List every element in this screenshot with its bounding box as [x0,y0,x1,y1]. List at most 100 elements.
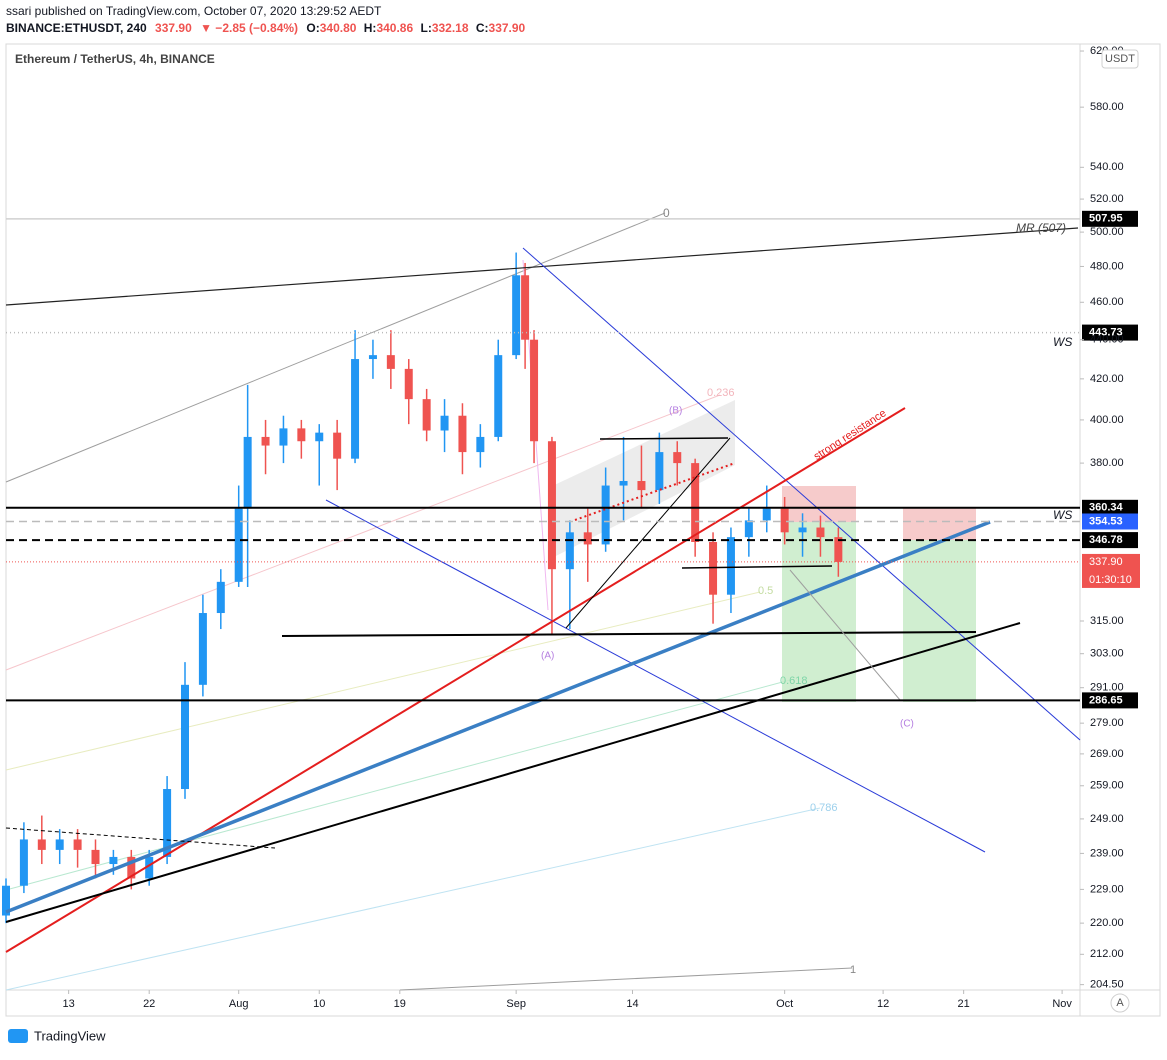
y-tick-label: 212.00 [1090,948,1124,960]
trend-line [5,227,1079,306]
candle-body [181,684,189,790]
candle-body [530,339,539,442]
level-label: 507.95 [1089,213,1123,225]
y-tick-label: 315.00 [1090,615,1124,627]
projection-line [789,569,901,701]
y-tick-label: 460.00 [1090,296,1124,308]
candle-body [816,527,825,538]
y-tick-label: 440.00 [1090,334,1124,346]
candle-body [583,532,592,545]
candle-body [261,436,270,446]
candle-body [655,452,664,491]
ohlc-value: 337.90 [489,21,526,35]
currency-button[interactable] [1101,49,1139,69]
candle-body [73,839,82,850]
y-tick-label: 580.00 [1090,101,1124,113]
candle-body [109,856,118,865]
y-tick-label: 380.00 [1090,457,1124,469]
auto-button[interactable] [1110,993,1130,1013]
candle-body [198,613,207,685]
candle-body [673,452,682,464]
candle-body [798,527,807,533]
fib-label: 0.236 [707,387,735,399]
countdown: 01:30:10 [1089,574,1132,586]
candle-body [494,355,503,437]
candle-body [404,368,413,400]
trend-line [5,407,906,953]
candle-body [163,789,172,857]
candles [2,252,843,924]
y-tick-label: 420.00 [1090,373,1124,385]
candle-body [709,541,718,595]
candle-body [351,359,360,459]
candle-body [243,436,252,509]
last: 337.90 [155,21,192,35]
ohlc-key: H: [364,21,377,35]
ohlc-value: 340.86 [376,21,413,35]
x-tick-label: Aug [229,998,249,1010]
fib-line [5,212,666,483]
y-tick-label: 259.00 [1090,780,1124,792]
trend-line [5,827,276,849]
level-tag [1082,513,1138,530]
ohlc-value: 340.80 [320,21,357,35]
candle-body [91,849,100,865]
chart-title: Ethereum / TetherUS, 4h, BINANCE [15,52,215,66]
symbol-line: BINANCE:ETHUSDT, 240 337.90 ▼ −2.85 (−0.… [6,21,526,35]
mr-label: MR (507) [1016,221,1066,235]
mid-line [574,462,736,521]
fib-line [5,679,791,891]
candle-body [762,508,771,521]
level-label: 286.65 [1089,694,1123,706]
candle-body [565,532,574,570]
candle-body [458,415,467,453]
wave-label: (C) [900,719,914,730]
level-tag [1082,499,1138,516]
fib-label: 0.786 [810,802,838,814]
candle-body [521,275,530,340]
candle-body [512,275,521,356]
stop-zone [782,486,856,522]
y-tick-label: 500.00 [1090,226,1124,238]
level-label: 346.78 [1089,534,1123,546]
wedge-line [565,437,731,629]
ws-label: WS [1053,508,1072,522]
publisher: ssari published on TradingView.com, Octo… [6,4,382,18]
x-tick-label: 13 [63,998,75,1010]
logo: TradingView [8,1028,106,1043]
y-tick-label: 239.00 [1090,847,1124,859]
y-tick-label: 204.50 [1090,979,1124,991]
range-line [681,565,833,569]
level-tag [1082,532,1138,549]
fib-label: 0 [663,206,670,220]
range-line [599,437,729,440]
candle-body [234,508,243,582]
fib-label: 0.5 [758,585,773,597]
logo-icon [8,1029,28,1043]
ohlc-key: C: [476,21,489,35]
x-tick-label: Oct [776,998,793,1010]
y-tick-label: 400.00 [1090,414,1124,426]
currency-label: USDT [1105,53,1135,65]
candle-body [2,885,10,916]
candle-body [476,436,485,453]
drawings [5,227,1081,953]
y-tick-label: 540.00 [1090,161,1124,173]
candle-body [547,441,556,570]
axes: 620.00580.00540.00520.00500.00480.00460.… [63,45,1124,1010]
trend-line [325,499,986,853]
candle-body [216,581,225,614]
y-tick-label: 220.00 [1090,917,1124,929]
candle-body [333,432,342,459]
brand: TradingView [34,1028,106,1043]
x-tick-label: 21 [958,998,970,1010]
candle-body [422,399,431,431]
ohlc-value: 332.18 [432,21,469,35]
fib-line [399,967,853,991]
auto-label: A [1116,997,1124,1009]
candle-body [744,520,753,538]
symbol: BINANCE:ETHUSDT, 240 [6,21,147,35]
